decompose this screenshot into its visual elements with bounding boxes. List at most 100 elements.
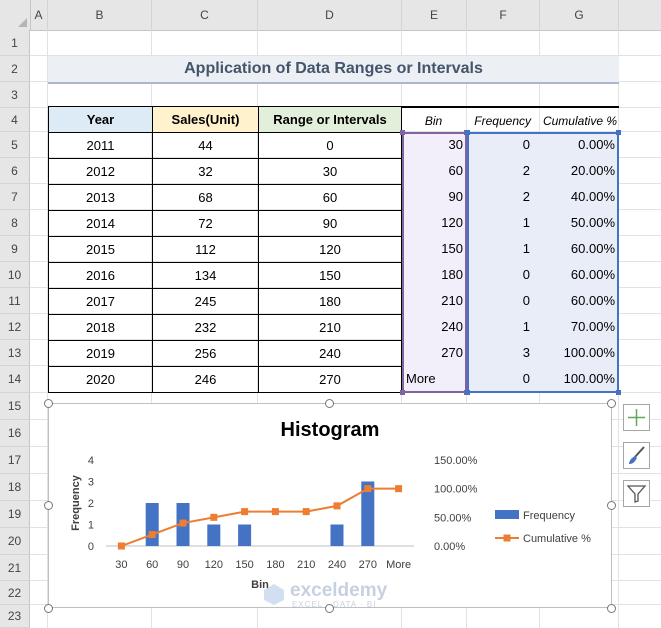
header-bin[interactable]: Bin xyxy=(424,114,443,128)
chart-elements-button[interactable] xyxy=(623,404,650,431)
cumulative-line[interactable] xyxy=(121,487,399,547)
chart-resize-handle[interactable] xyxy=(325,604,334,613)
frequency-cell[interactable]: 1 xyxy=(522,215,530,230)
frequency-cell[interactable]: 2 xyxy=(522,163,530,178)
cumulative-cell[interactable]: 100.00% xyxy=(563,371,615,386)
header-cumulative[interactable]: Cumulative % xyxy=(542,114,617,128)
legend-cumulative-label[interactable]: Cumulative % xyxy=(523,533,591,545)
table-cell[interactable]: 32 xyxy=(152,158,258,184)
cumulative-point[interactable] xyxy=(395,485,403,493)
cumulative-cell[interactable]: 70.00% xyxy=(570,319,615,334)
table-cell[interactable]: 180 xyxy=(258,288,402,314)
column-header-f[interactable]: F xyxy=(467,0,540,30)
cumulative-cell[interactable]: 20.00% xyxy=(570,163,615,178)
row-header-18[interactable]: 18 xyxy=(0,474,30,501)
row-header-15[interactable]: 15 xyxy=(0,393,30,420)
table-cell[interactable]: 256 xyxy=(152,340,258,366)
row-header-2[interactable]: 2 xyxy=(0,56,30,82)
table-cell[interactable]: 90 xyxy=(258,210,402,236)
column-header-b[interactable]: B xyxy=(48,0,152,30)
select-all-corner[interactable] xyxy=(0,0,31,30)
frequency-cell[interactable]: 0 xyxy=(522,293,530,308)
table-cell[interactable]: 2013 xyxy=(48,184,152,210)
table-cell[interactable]: 30 xyxy=(258,158,402,184)
table-cell[interactable]: 2016 xyxy=(48,262,152,288)
bin-cell[interactable]: 30 xyxy=(448,137,463,152)
frequency-cell[interactable]: 0 xyxy=(522,371,530,386)
table-cell[interactable]: 112 xyxy=(152,236,258,262)
row-header-17[interactable]: 17 xyxy=(0,447,30,474)
frequency-cell[interactable]: 1 xyxy=(522,241,530,256)
chart-resize-handle[interactable] xyxy=(607,399,616,408)
cumulative-point[interactable] xyxy=(179,519,187,527)
row-header-16[interactable]: 16 xyxy=(0,420,30,447)
table-cell[interactable]: 2017 xyxy=(48,288,152,314)
x-axis-title[interactable]: Bin xyxy=(251,579,269,591)
range-selection-handle[interactable] xyxy=(465,390,470,395)
table-cell[interactable]: 232 xyxy=(152,314,258,340)
bin-cell[interactable]: More xyxy=(406,371,436,386)
table-cell[interactable]: 2020 xyxy=(48,366,152,393)
row-header-4[interactable]: 4 xyxy=(0,108,30,132)
row-header-19[interactable]: 19 xyxy=(0,501,30,528)
bin-cell[interactable]: 90 xyxy=(448,189,463,204)
row-header-22[interactable]: 22 xyxy=(0,581,30,605)
histogram-bar[interactable] xyxy=(330,524,344,547)
table-cell[interactable]: 68 xyxy=(152,184,258,210)
cumulative-point[interactable] xyxy=(364,485,372,493)
table-cell[interactable]: 60 xyxy=(258,184,402,210)
frequency-cell[interactable]: 3 xyxy=(522,345,530,360)
frequency-cell[interactable]: 0 xyxy=(522,267,530,282)
bin-cell[interactable]: 60 xyxy=(448,163,463,178)
table-cell[interactable]: 120 xyxy=(258,236,402,262)
row-header-11[interactable]: 11 xyxy=(0,288,30,314)
chart-resize-handle[interactable] xyxy=(325,399,334,408)
row-header-23[interactable]: 23 xyxy=(0,605,30,628)
header-sales[interactable]: Sales(Unit) xyxy=(152,106,258,132)
row-header-14[interactable]: 14 xyxy=(0,366,30,393)
y-axis-title[interactable]: Frequency xyxy=(70,474,82,531)
bin-cell[interactable]: 210 xyxy=(441,293,463,308)
histogram-bar[interactable] xyxy=(207,524,221,547)
cumulative-cell[interactable]: 50.00% xyxy=(570,215,615,230)
column-header-a[interactable]: A xyxy=(30,0,48,30)
table-cell[interactable]: 150 xyxy=(258,262,402,288)
cumulative-cell[interactable]: 60.00% xyxy=(570,267,615,282)
bin-cell[interactable]: 240 xyxy=(441,319,463,334)
cumulative-point[interactable] xyxy=(271,508,279,516)
table-cell[interactable]: 2012 xyxy=(48,158,152,184)
legend-frequency-label[interactable]: Frequency xyxy=(523,510,575,522)
column-header-g[interactable]: G xyxy=(540,0,619,30)
chart-resize-handle[interactable] xyxy=(44,501,53,510)
table-cell[interactable]: 134 xyxy=(152,262,258,288)
chart-resize-handle[interactable] xyxy=(607,501,616,510)
cumulative-cell[interactable]: 100.00% xyxy=(563,345,615,360)
row-header-12[interactable]: 12 xyxy=(0,314,30,340)
range-selection-handle[interactable] xyxy=(616,390,621,395)
chart-styles-button[interactable] xyxy=(623,442,650,469)
table-cell[interactable]: 2019 xyxy=(48,340,152,366)
table-cell[interactable]: 2018 xyxy=(48,314,152,340)
table-cell[interactable]: 240 xyxy=(258,340,402,366)
table-cell[interactable]: 2011 xyxy=(48,132,152,158)
histogram-bar[interactable] xyxy=(238,524,252,547)
bin-cell[interactable]: 180 xyxy=(441,267,463,282)
row-header-7[interactable]: 7 xyxy=(0,184,30,210)
bin-cell[interactable]: 270 xyxy=(441,345,463,360)
range-selection-handle[interactable] xyxy=(465,130,470,135)
cumulative-point[interactable] xyxy=(241,508,249,516)
cumulative-cell[interactable]: 60.00% xyxy=(570,241,615,256)
row-header-9[interactable]: 9 xyxy=(0,236,30,262)
bin-cell[interactable]: 150 xyxy=(441,241,463,256)
header-frequency[interactable]: Frequency xyxy=(474,114,531,128)
row-header-1[interactable]: 1 xyxy=(0,30,30,56)
table-cell[interactable]: 0 xyxy=(258,132,402,158)
cumulative-point[interactable] xyxy=(148,531,156,539)
column-header-d[interactable]: D xyxy=(258,0,402,30)
header-range[interactable]: Range or Intervals xyxy=(258,106,402,132)
frequency-cell[interactable]: 1 xyxy=(522,319,530,334)
row-header-6[interactable]: 6 xyxy=(0,158,30,184)
chart-title[interactable]: Histogram xyxy=(281,419,380,441)
cumulative-point[interactable] xyxy=(302,508,310,516)
range-selection-handle[interactable] xyxy=(400,130,405,135)
